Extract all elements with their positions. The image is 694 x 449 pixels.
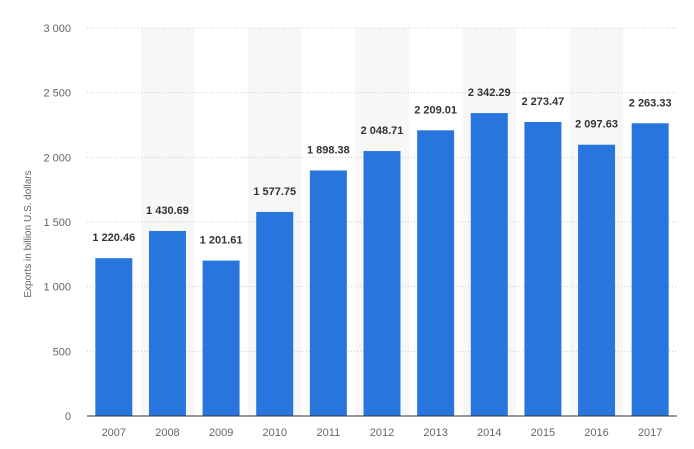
bar [95, 258, 133, 416]
y-tick-label: 1 000 [43, 282, 71, 294]
bar-value-label: 2 263.33 [629, 97, 672, 109]
bar-value-label: 2 342.29 [468, 87, 511, 99]
x-tick-label: 2011 [317, 427, 341, 439]
y-tick-label: 500 [53, 346, 71, 358]
bar-value-label: 1 898.38 [307, 144, 350, 156]
x-axis-ticks: 2007 2008 2009 2010 2011 2012 2013 2014 2015 2016… [102, 427, 663, 439]
x-tick-label: 2013 [423, 427, 447, 439]
bar [524, 121, 562, 417]
data-labels: 1 220.46 1 430.69 1 201.61 1 577.75 1 898.38… [92, 87, 671, 247]
x-tick-label: 2008 [155, 427, 179, 439]
bar [202, 260, 240, 416]
x-tick-label: 2017 [638, 427, 662, 439]
bar-value-label: 1 220.46 [92, 232, 135, 244]
bars [95, 113, 669, 417]
y-tick-label: 2 000 [43, 152, 71, 164]
x-tick-label: 2016 [584, 427, 608, 439]
x-tick-label: 2009 [209, 427, 233, 439]
bar [417, 130, 455, 416]
y-tick-label: 0 [65, 411, 71, 423]
bar [631, 123, 669, 416]
y-axis-ticks: 0 500 1 000 1 500 2 000 2 500 3 000 [43, 23, 71, 423]
bar-value-label: 2 097.63 [575, 119, 618, 131]
bar-value-label: 1 430.69 [146, 205, 189, 217]
bar-value-label: 2 273.47 [521, 96, 564, 108]
x-tick-label: 2007 [102, 427, 126, 439]
bar [578, 144, 616, 416]
bar [148, 230, 186, 416]
bar [256, 211, 294, 416]
y-axis-title: Exports in billion U.S. dollars [23, 170, 34, 297]
bar-value-label: 2 048.71 [361, 125, 404, 137]
x-tick-label: 2014 [477, 427, 501, 439]
bar [309, 170, 347, 416]
x-tick-label: 2010 [262, 427, 286, 439]
bar [363, 151, 401, 416]
x-tick-label: 2012 [370, 427, 394, 439]
x-tick-label: 2015 [531, 427, 555, 439]
bar [470, 113, 508, 416]
y-tick-label: 3 000 [43, 23, 71, 35]
bar-value-label: 2 209.01 [414, 104, 457, 116]
bar-value-label: 1 577.75 [253, 186, 296, 198]
bar-value-label: 1 201.61 [200, 235, 243, 247]
y-tick-label: 2 500 [43, 88, 71, 100]
y-tick-label: 1 500 [43, 217, 71, 229]
